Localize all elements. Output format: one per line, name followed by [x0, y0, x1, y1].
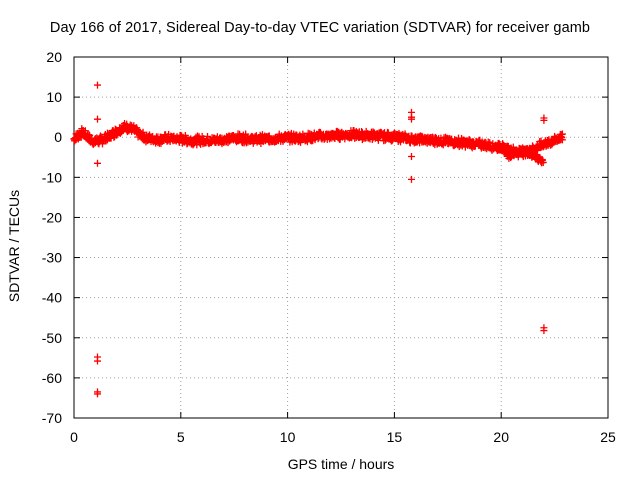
- data-point: [495, 139, 503, 147]
- y-tick-label: -40: [42, 290, 62, 306]
- x-tick-label: 20: [493, 429, 509, 445]
- data-point: [94, 139, 102, 147]
- outlier-point: [540, 327, 548, 335]
- grid-lines: [74, 57, 608, 418]
- data-points: [70, 81, 566, 398]
- y-tick-label: -20: [42, 209, 62, 225]
- data-point: [303, 138, 311, 146]
- outlier-point: [93, 81, 101, 89]
- data-point: [406, 138, 414, 146]
- data-point: [510, 152, 518, 160]
- data-point: [539, 159, 547, 167]
- outlier-point: [407, 175, 415, 183]
- data-point: [139, 128, 147, 136]
- chart-title: Day 166 of 2017, Sidereal Day-to-day VTE…: [49, 20, 591, 36]
- y-tick-label: 10: [46, 89, 62, 105]
- y-axis-label: SDTVAR / TECUs: [6, 189, 22, 303]
- data-point: [486, 139, 494, 147]
- data-point: [484, 138, 492, 146]
- outlier-point: [407, 152, 415, 160]
- outlier-point: [93, 159, 101, 167]
- y-tick-label: -30: [42, 250, 62, 266]
- y-tick-label: -60: [42, 370, 62, 386]
- data-point: [204, 132, 211, 140]
- x-tick-label: 25: [600, 429, 616, 445]
- plot-frame: [73, 56, 609, 419]
- x-tick-label: 5: [177, 429, 185, 445]
- y-tick-label: -10: [42, 169, 62, 185]
- outlier-point: [93, 390, 101, 398]
- y-tick-label: -70: [42, 410, 62, 426]
- x-tick-label: 0: [70, 429, 78, 445]
- axis-ticks: 0 5 10 15 20 25 20 10 0 -10 -20 -30 -40 -50 -60 -70: [42, 49, 616, 445]
- x-tick-label: 10: [280, 429, 296, 445]
- data-point: [533, 151, 541, 159]
- data-point: [98, 140, 106, 148]
- outlier-point: [93, 115, 101, 123]
- data-point: [558, 136, 566, 144]
- data-point: [242, 130, 250, 138]
- data-point: [558, 130, 566, 138]
- data-point: [81, 127, 89, 135]
- data-point: [502, 145, 510, 153]
- outlier-point: [540, 116, 548, 124]
- outlier-point: [93, 357, 101, 365]
- data-point: [548, 139, 556, 147]
- x-axis-label: GPS time / hours: [287, 456, 395, 472]
- x-tick-label: 15: [387, 429, 403, 445]
- y-tick-label: 0: [54, 129, 62, 145]
- y-tick-label: 20: [46, 49, 62, 65]
- outlier-point: [407, 115, 415, 123]
- data-point: [85, 131, 93, 139]
- y-tick-label: -50: [42, 330, 62, 346]
